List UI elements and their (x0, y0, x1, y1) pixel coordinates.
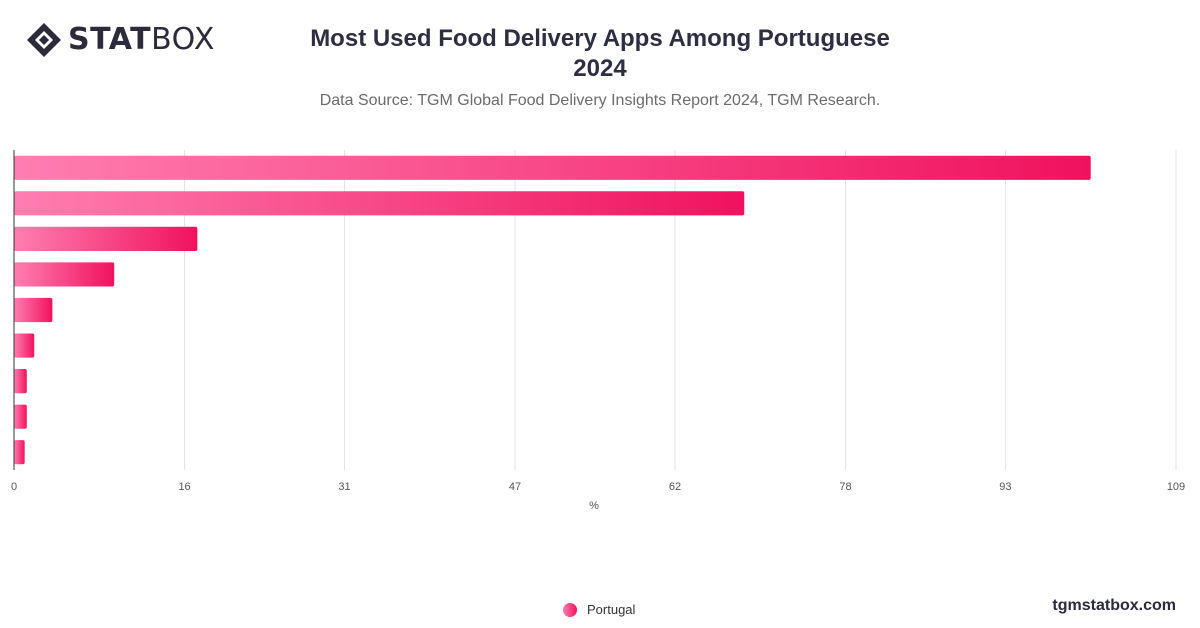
x-axis-label: % (589, 500, 599, 512)
x-tick-label: 0 (11, 481, 17, 493)
bar[interactable] (14, 440, 25, 465)
statbox-logo: STATBOX (26, 22, 215, 58)
bar[interactable] (14, 297, 53, 323)
bar[interactable] (14, 369, 27, 394)
bar[interactable] (14, 191, 745, 216)
bar[interactable] (14, 404, 27, 429)
chart-subtitle: Data Source: TGM Global Food Delivery In… (319, 92, 881, 109)
legend[interactable]: Portugal (563, 602, 635, 617)
logo-text: STATBOX (68, 22, 215, 57)
bar[interactable] (14, 155, 1091, 180)
bar[interactable] (14, 333, 35, 358)
x-tick-label: 31 (338, 481, 350, 493)
chart-title-line1: Most Used Food Delivery Apps Among Portu… (310, 25, 890, 52)
x-tick-label: 62 (669, 481, 681, 493)
bars (14, 155, 1091, 465)
x-tick-label: 47 (509, 481, 521, 493)
legend-marker (563, 602, 577, 617)
x-tick-labels: 0 16 31 47 62 78 93 109 (11, 481, 1185, 493)
chart-title: Most Used Food Delivery Apps Among Portu… (250, 24, 950, 84)
x-tick-label: 93 (999, 481, 1011, 493)
legend-label: Portugal (587, 602, 636, 617)
bar[interactable] (14, 262, 115, 287)
x-tick-label: 109 (1167, 481, 1185, 493)
x-tick-label: 16 (178, 481, 190, 493)
bar[interactable] (14, 226, 198, 251)
site-url: tgmstatbox.com (1052, 597, 1176, 614)
x-tick-label: 78 (839, 481, 851, 493)
diamond-logo-icon (27, 23, 61, 57)
chart-title-line2: 2024 (573, 55, 627, 82)
